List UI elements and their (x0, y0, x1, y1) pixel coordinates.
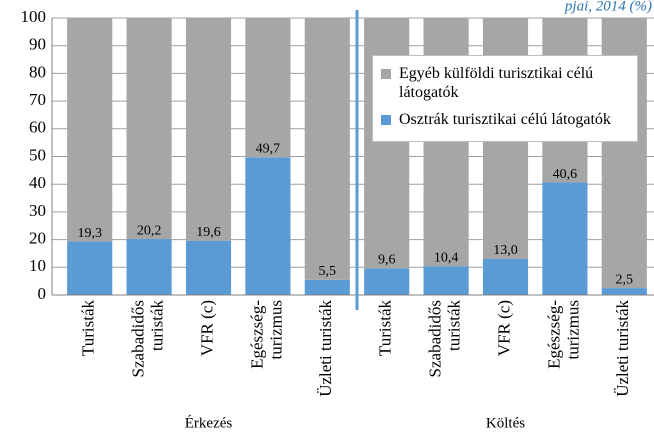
x-tick-label: Szabadidős (426, 300, 445, 377)
data-label: 19,3 (77, 226, 102, 241)
x-tick-label: VFR (c) (494, 300, 513, 356)
data-label: 5,5 (319, 264, 337, 279)
x-tick-label-group: VFR (c) (494, 300, 513, 356)
x-tick-label: Egészség- (544, 300, 563, 369)
x-tick-label-group: Turisták (79, 300, 98, 357)
x-tick-label: VFR (c) (197, 300, 216, 356)
x-tick-label: Egészség- (247, 300, 266, 369)
x-tick-label: turizmus (266, 300, 285, 360)
y-tick-label: 0 (38, 284, 47, 303)
bar-segment (185, 18, 232, 241)
bar-segment (67, 18, 113, 242)
bar-segment (126, 18, 172, 240)
legend: Egyéb külföldi turisztikai célú látogató… (372, 55, 638, 142)
x-tick-label: Üzleti turisták (613, 300, 632, 397)
subtitle: pjai, 2014 (%) (564, 0, 652, 14)
x-tick-label-group: VFR (c) (197, 300, 216, 356)
legend-label: Osztrák turisztikai célú látogatók (399, 111, 611, 128)
legend-swatch (381, 115, 391, 125)
y-tick-label: 60 (29, 118, 46, 137)
legend-swatch (381, 69, 391, 79)
data-label: 10,4 (434, 250, 459, 265)
bar-segment (304, 18, 350, 280)
y-tick-label: 40 (29, 173, 46, 192)
x-tick-label-group: Egészség-turizmus (544, 300, 582, 369)
y-tick-label: 80 (29, 62, 46, 81)
x-tick-label: Üzleti turisták (316, 300, 335, 397)
y-tick-label: 50 (29, 145, 46, 164)
bar-segment (542, 182, 588, 295)
data-label: 49,7 (256, 142, 281, 157)
x-tick-label: turisták (445, 300, 464, 351)
data-label: 19,6 (196, 225, 221, 240)
x-tick-label-group: Szabadidős turisták (426, 300, 464, 378)
bar-segment (245, 157, 291, 295)
bar-segment (423, 266, 469, 295)
bar-segment (126, 239, 172, 295)
x-tick-label: Turisták (376, 300, 395, 357)
x-tick-label-group: Szabadidős turisták (129, 300, 167, 378)
legend-item: Egyéb külföldi turisztikai célú látogató… (379, 64, 631, 102)
bar-segment (364, 268, 410, 295)
y-tick-label: 100 (21, 7, 47, 26)
x-tick-label-group: Üzleti turisták (316, 300, 335, 397)
x-tick-label-group: Üzleti turisták (613, 300, 632, 397)
bar-segment (67, 241, 113, 295)
data-label: 13,0 (493, 243, 518, 258)
data-label: 40,6 (553, 167, 578, 182)
x-tick-label-group: Egészség-turizmus (247, 300, 285, 369)
data-label: 20,2 (137, 223, 162, 238)
x-tick-label: Szabadidős (129, 300, 148, 377)
y-tick-label: 90 (29, 35, 46, 54)
bar-segment (601, 288, 647, 295)
bar-segment (482, 258, 529, 295)
y-tick-label: 10 (29, 256, 46, 275)
bar-segment (304, 279, 350, 295)
data-label: 2,5 (616, 272, 634, 287)
y-tick-label: 30 (29, 201, 46, 220)
y-tick-label: 20 (29, 229, 46, 248)
bar-segment (185, 240, 232, 295)
x-tick-label-group: Turisták (376, 300, 395, 357)
x-tick-label: turizmus (563, 300, 582, 360)
group-label: Érkezés (185, 414, 233, 431)
data-label: 9,6 (378, 253, 396, 268)
x-tick-label: turisták (148, 300, 167, 351)
legend-label: Egyéb külföldi turisztikai célú látogató… (399, 65, 594, 101)
x-tick-label: Turisták (79, 300, 98, 357)
legend-item: Osztrák turisztikai célú látogatók (379, 110, 631, 129)
y-tick-label: 70 (29, 90, 46, 109)
group-label: Költés (486, 415, 525, 431)
bar-segment (245, 18, 291, 158)
